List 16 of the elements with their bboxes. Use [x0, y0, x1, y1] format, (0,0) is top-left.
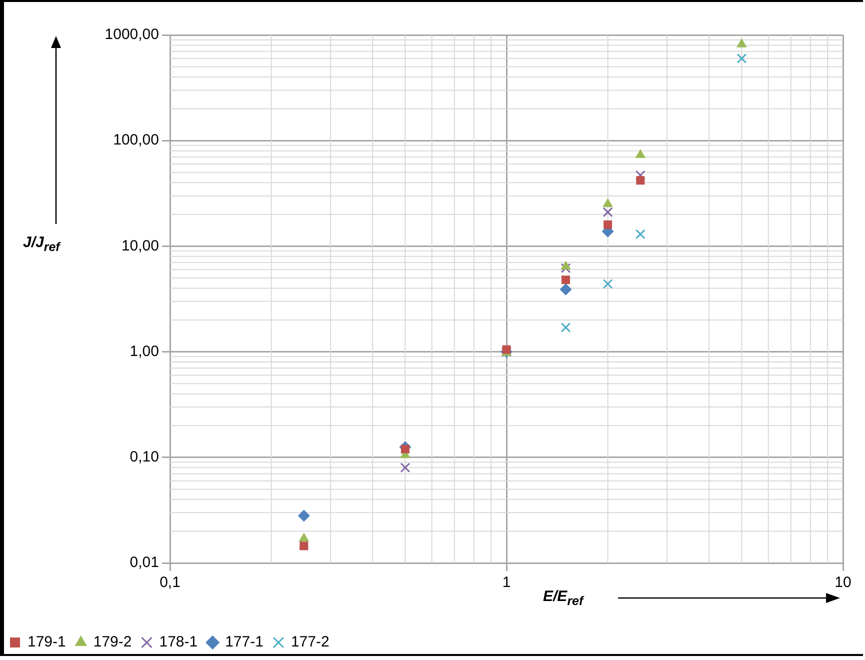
- legend-label: 179-1: [28, 634, 66, 651]
- legend-label: 177-1: [225, 634, 264, 651]
- y-tick-label: 100,00: [113, 132, 159, 149]
- y-tick-label: 1,00: [130, 342, 159, 360]
- legend-label: 179-2: [93, 634, 132, 651]
- y-tick-label: 0,10: [130, 448, 159, 466]
- legend-label: 178-1: [159, 634, 198, 651]
- y-axis-title: J/J$_{ref}$: [23, 234, 60, 254]
- x-tick-label: 10: [834, 574, 852, 592]
- y-tick-label: 0,01: [130, 554, 159, 572]
- legend-label: 177-2: [290, 634, 330, 651]
- x-tick-label: 1: [502, 574, 511, 592]
- y-tick-label: 10,00: [121, 237, 159, 254]
- x-axis-title: E/E$_{ref}$: [543, 588, 584, 608]
- y-tick-label: 1000,00: [104, 26, 159, 44]
- x-tick-label: 0,1: [160, 574, 180, 592]
